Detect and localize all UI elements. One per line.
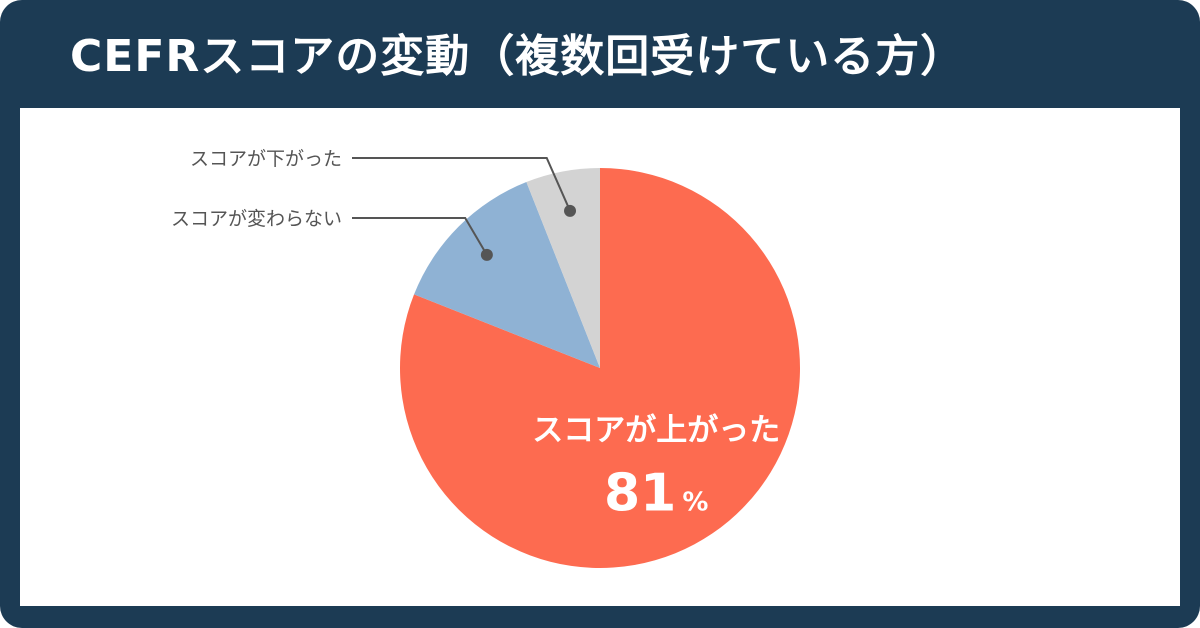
pie-slice-3 [526, 168, 600, 368]
slice-1-value: 81% [604, 464, 708, 524]
leader-line-3 [352, 157, 571, 212]
leader-dot-3 [564, 204, 577, 217]
pie-slice-2 [414, 182, 600, 368]
slice-1-label: スコアが上がった [532, 413, 780, 449]
leader-line-2 [352, 217, 488, 256]
chart-title: CEFRスコアの変動（複数回受けている方） [70, 31, 966, 82]
slice-2-label: スコアが変わらない [171, 208, 342, 230]
slice-1-value-unit: % [682, 488, 708, 518]
slice-3-label: スコアが下がった [190, 148, 342, 170]
leader-dot-2 [480, 248, 493, 261]
slice-1-value-number: 81 [604, 464, 676, 524]
chart-panel: スコアが上がった 81% スコアが下がったスコアが変わらない [20, 108, 1180, 606]
